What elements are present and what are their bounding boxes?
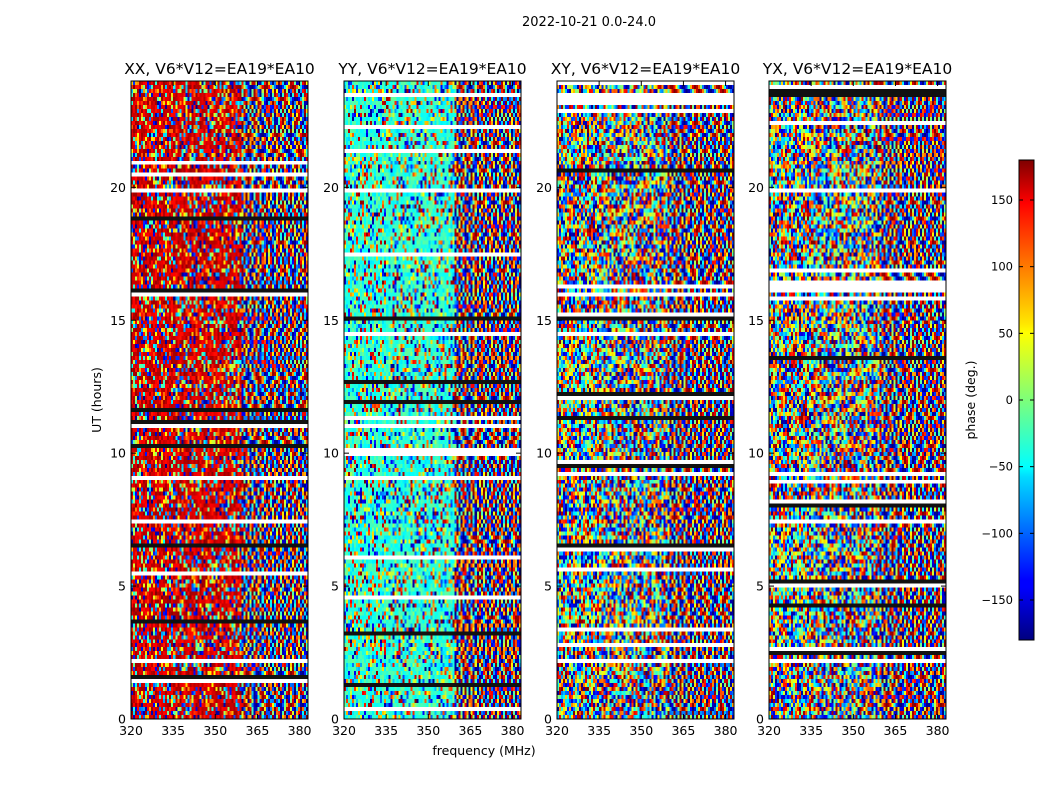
x-tick-label: 350 bbox=[629, 723, 653, 738]
y-tick-label: 10 bbox=[323, 446, 339, 461]
colorbar-ticks: 150 100 50 0 −50 −100 −150 bbox=[981, 193, 1034, 607]
y-tick-label: 5 bbox=[544, 579, 552, 594]
y-tick-label: 0 bbox=[331, 712, 339, 727]
panel-frame bbox=[556, 80, 735, 720]
x-tick-label: 335 bbox=[374, 723, 398, 738]
colorbar-tick-label: −150 bbox=[981, 593, 1013, 607]
x-tick-label: 335 bbox=[161, 723, 185, 738]
y-tick-label: 0 bbox=[544, 712, 552, 727]
panel-frame bbox=[768, 80, 947, 720]
colorbar: 150 100 50 0 −50 −100 −150 phase (deg.) bbox=[963, 159, 1035, 641]
panel-1: XX, V6*V12=EA19*EA10 320 335 350 365 380 0 5 10 1… bbox=[110, 60, 315, 738]
y-axis-label: UT (hours) bbox=[89, 367, 104, 433]
panel-title: YY, V6*V12=EA19*EA10 bbox=[337, 60, 526, 78]
x-tick-label: 350 bbox=[841, 723, 865, 738]
x-tick-label: 320 bbox=[757, 723, 781, 738]
y-tick-label: 5 bbox=[756, 579, 764, 594]
x-tick-label: 320 bbox=[332, 723, 356, 738]
panel-title: YX, V6*V12=EA19*EA10 bbox=[762, 60, 952, 78]
panel-title: XX, V6*V12=EA19*EA10 bbox=[124, 60, 315, 78]
colorbar-tick-label: 50 bbox=[998, 326, 1013, 340]
panels: XX, V6*V12=EA19*EA10 320 335 350 365 380 0 5 10 1… bbox=[110, 60, 952, 738]
x-tick-label: 350 bbox=[416, 723, 440, 738]
x-tick-label: 335 bbox=[587, 723, 611, 738]
colorbar-tick-label: 0 bbox=[1006, 393, 1013, 407]
x-tick-label: 380 bbox=[714, 723, 738, 738]
colorbar-tick-label: −100 bbox=[981, 526, 1013, 540]
y-tick-label: 15 bbox=[536, 313, 552, 328]
colorbar-tick-label: 100 bbox=[991, 260, 1013, 274]
y-tick-label: 0 bbox=[756, 712, 764, 727]
x-tick-label: 365 bbox=[458, 723, 482, 738]
y-tick-label: 10 bbox=[536, 446, 552, 461]
x-tick-label: 365 bbox=[245, 723, 269, 738]
heatmap-image bbox=[344, 81, 521, 719]
y-tick-label: 0 bbox=[118, 712, 126, 727]
y-tick-label: 5 bbox=[331, 579, 339, 594]
figure-suptitle: 2022-10-21 0.0-24.0 bbox=[522, 15, 656, 30]
heatmap-image bbox=[557, 81, 734, 719]
x-tick-label: 350 bbox=[203, 723, 227, 738]
x-tick-label: 380 bbox=[501, 723, 525, 738]
y-tick-label: 15 bbox=[110, 313, 126, 328]
y-tick-label: 15 bbox=[748, 313, 764, 328]
y-tick-label: 10 bbox=[110, 446, 126, 461]
x-tick-label: 320 bbox=[545, 723, 569, 738]
panel-frame bbox=[343, 80, 522, 720]
colorbar-label: phase (deg.) bbox=[963, 361, 978, 440]
x-tick-label: 365 bbox=[671, 723, 695, 738]
y-tick-label: 20 bbox=[323, 180, 339, 195]
y-tick-label: 20 bbox=[110, 180, 126, 195]
y-tick-label: 20 bbox=[748, 180, 764, 195]
y-tick-label: 20 bbox=[536, 180, 552, 195]
x-tick-label: 320 bbox=[119, 723, 143, 738]
y-tick-label: 15 bbox=[323, 313, 339, 328]
y-tick-label: 10 bbox=[748, 446, 764, 461]
heatmap-image bbox=[131, 81, 308, 719]
x-tick-label: 365 bbox=[883, 723, 907, 738]
y-tick-label: 5 bbox=[118, 579, 126, 594]
x-tick-label: 335 bbox=[799, 723, 823, 738]
x-axis-label: frequency (MHz) bbox=[432, 743, 535, 758]
colorbar-tick-label: −50 bbox=[989, 460, 1013, 474]
colorbar-tick-label: 150 bbox=[991, 193, 1013, 207]
x-tick-label: 380 bbox=[288, 723, 312, 738]
panel-title: XY, V6*V12=EA19*EA10 bbox=[551, 60, 740, 78]
panel-frame bbox=[130, 80, 309, 720]
panel-4: YX, V6*V12=EA19*EA10 320 335 350 365 380 0 5 10 1… bbox=[748, 60, 952, 738]
panel-2: YY, V6*V12=EA19*EA10 320 335 350 365 380 0 5 10 1… bbox=[323, 60, 527, 738]
panel-3: XY, V6*V12=EA19*EA10 320 335 350 365 380 0 5 10 1… bbox=[536, 60, 740, 738]
x-tick-label: 380 bbox=[926, 723, 950, 738]
heatmap-image bbox=[769, 81, 946, 719]
